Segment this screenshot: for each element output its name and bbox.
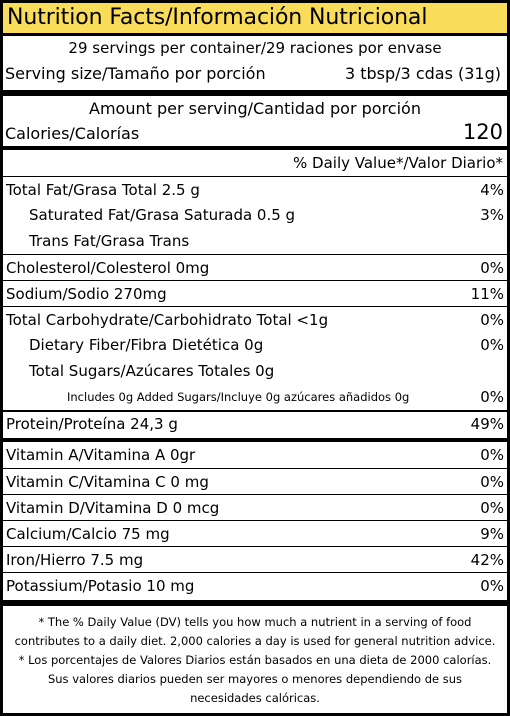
vitamin-row-c: Vitamin C/Vitamina C 0 mg 0% bbox=[3, 468, 507, 494]
nutrients-section: % Daily Value*/Valor Diario* Total Fat/G… bbox=[3, 150, 507, 438]
nutrient-label: Includes 0g Added Sugars/Incluye 0g azúc… bbox=[67, 390, 410, 404]
nutrient-label: Saturated Fat/Grasa Saturada 0.5 g bbox=[29, 206, 296, 224]
nutrient-dv: 0% bbox=[480, 258, 504, 277]
serving-size-label: Serving size/Tamaño por porción bbox=[5, 64, 266, 83]
vitamin-label: Vitamin C/Vitamina C 0 mg bbox=[6, 472, 209, 491]
label-title: Nutrition Facts/Información Nutricional bbox=[3, 3, 507, 33]
nutrient-row-protein: Protein/Proteína 24,3 g 49% bbox=[3, 410, 507, 436]
nutrient-dv: 4% bbox=[480, 180, 504, 199]
nutrient-dv: 0% bbox=[480, 336, 504, 354]
vitamin-label: Calcium/Calcio 75 mg bbox=[6, 524, 170, 543]
vitamin-dv: 9% bbox=[480, 524, 504, 543]
nutrient-dv: 11% bbox=[470, 284, 504, 303]
footnote-line: Sus valores diarios pueden ser mayores o… bbox=[47, 672, 463, 686]
vitamin-dv: 42% bbox=[470, 550, 504, 569]
vitamin-dv: 0% bbox=[480, 472, 504, 491]
serving-size-row: Serving size/Tamaño por porción 3 tbsp/3… bbox=[5, 63, 503, 85]
serving-size-value: 3 tbsp/3 cdas (31g) bbox=[344, 64, 501, 83]
nutrient-row-total-fat: Total Fat/Grasa Total 2.5 g 4% bbox=[3, 176, 507, 202]
nutrient-label: Cholesterol/Colesterol 0mg bbox=[6, 258, 210, 277]
footnote-line: contributes to a daily diet. 2,000 calor… bbox=[14, 634, 496, 648]
vitamin-label: Iron/Hierro 7.5 mg bbox=[6, 550, 144, 569]
footnote-line: * The % Daily Value (DV) tells you how m… bbox=[38, 615, 472, 629]
nutrient-dv: 49% bbox=[470, 415, 504, 433]
nutrient-label: Total Sugars/Azúcares Totales 0g bbox=[29, 362, 275, 380]
nutrient-label: Total Carbohydrate/Carbohidrato Total <1… bbox=[6, 310, 329, 329]
nutrient-row-added-sugars: Includes 0g Added Sugars/Incluye 0g azúc… bbox=[3, 384, 507, 410]
footnote-text: * The % Daily Value (DV) tells you how m… bbox=[3, 613, 507, 708]
servings-per-container: 29 servings per container/29 raciones po… bbox=[68, 39, 442, 57]
footnote-line: necesidades calóricas. bbox=[190, 691, 320, 705]
nutrient-dv: 0% bbox=[480, 388, 504, 406]
vitamins-section: Vitamin A/Vitamina A 0gr 0% Vitamin C/Vi… bbox=[3, 442, 507, 600]
vitamin-row-d: Vitamin D/Vitamina D 0 mcg 0% bbox=[3, 494, 507, 520]
vitamin-label: Vitamin A/Vitamina A 0gr bbox=[6, 446, 196, 464]
nutrient-row-total-sugars: Total Sugars/Azúcares Totales 0g bbox=[3, 358, 507, 384]
nutrient-row-sodium: Sodium/Sodio 270mg 11% bbox=[3, 280, 507, 306]
calories-section: Amount per serving/Cantidad por porción … bbox=[3, 96, 507, 146]
nutrient-dv: 3% bbox=[480, 206, 504, 224]
vitamin-row-calcium: Calcium/Calcio 75 mg 9% bbox=[3, 520, 507, 546]
nutrient-row-trans-fat: Trans Fat/Grasa Trans bbox=[3, 228, 507, 254]
nutrient-row-dietary-fiber: Dietary Fiber/Fibra Dietética 0g 0% bbox=[3, 332, 507, 358]
calories-row: Calories/Calorías 120 bbox=[5, 120, 503, 144]
nutrient-label: Protein/Proteína 24,3 g bbox=[6, 415, 178, 433]
vitamin-label: Potassium/Potasio 10 mg bbox=[6, 576, 195, 595]
vitamin-row-potassium: Potassium/Potasio 10 mg 0% bbox=[3, 572, 507, 598]
nutrient-dv: 0% bbox=[480, 310, 504, 329]
nutrient-label: Total Fat/Grasa Total 2.5 g bbox=[6, 180, 200, 199]
vitamin-dv: 0% bbox=[480, 576, 504, 595]
nutrient-label: Sodium/Sodio 270mg bbox=[6, 284, 167, 303]
daily-value-header: % Daily Value*/Valor Diario* bbox=[293, 154, 503, 172]
calories-label: Calories/Calorías bbox=[5, 124, 140, 143]
nutrient-label: Trans Fat/Grasa Trans bbox=[29, 232, 190, 250]
nutrient-row-saturated-fat: Saturated Fat/Grasa Saturada 0.5 g 3% bbox=[3, 202, 507, 228]
nutrient-label: Dietary Fiber/Fibra Dietética 0g bbox=[29, 336, 264, 354]
nutrient-row-total-carbohydrate: Total Carbohydrate/Carbohidrato Total <1… bbox=[3, 306, 507, 332]
vitamin-label: Vitamin D/Vitamina D 0 mcg bbox=[6, 498, 220, 517]
vitamin-dv: 0% bbox=[480, 498, 504, 517]
footnote-line: * Los porcentajes de Valores Diarios est… bbox=[18, 653, 492, 667]
footnote-section: * The % Daily Value (DV) tells you how m… bbox=[3, 606, 507, 713]
servings-section: 29 servings per container/29 raciones po… bbox=[3, 36, 507, 90]
nutrient-row-cholesterol: Cholesterol/Colesterol 0mg 0% bbox=[3, 254, 507, 280]
vitamin-row-a: Vitamin A/Vitamina A 0gr 0% bbox=[3, 442, 507, 468]
vitamin-dv: 0% bbox=[480, 446, 504, 464]
amount-per-serving: Amount per serving/Cantidad por porción bbox=[89, 99, 421, 118]
vitamin-row-iron: Iron/Hierro 7.5 mg 42% bbox=[3, 546, 507, 572]
calories-value: 120 bbox=[462, 120, 503, 144]
